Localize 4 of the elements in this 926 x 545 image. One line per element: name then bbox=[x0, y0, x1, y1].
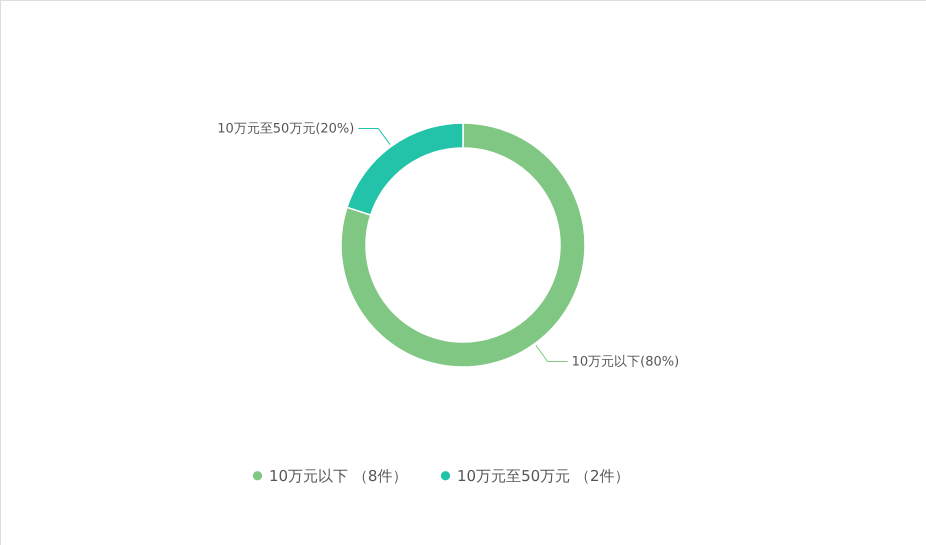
data-label: 10万元至50万元(20%) bbox=[217, 122, 354, 136]
legend-label: 10万元至50万元 （2件） bbox=[457, 466, 630, 485]
data-label: 10万元以下(80%) bbox=[572, 354, 680, 370]
legend-label: 10万元以下 （8件） bbox=[269, 466, 408, 485]
